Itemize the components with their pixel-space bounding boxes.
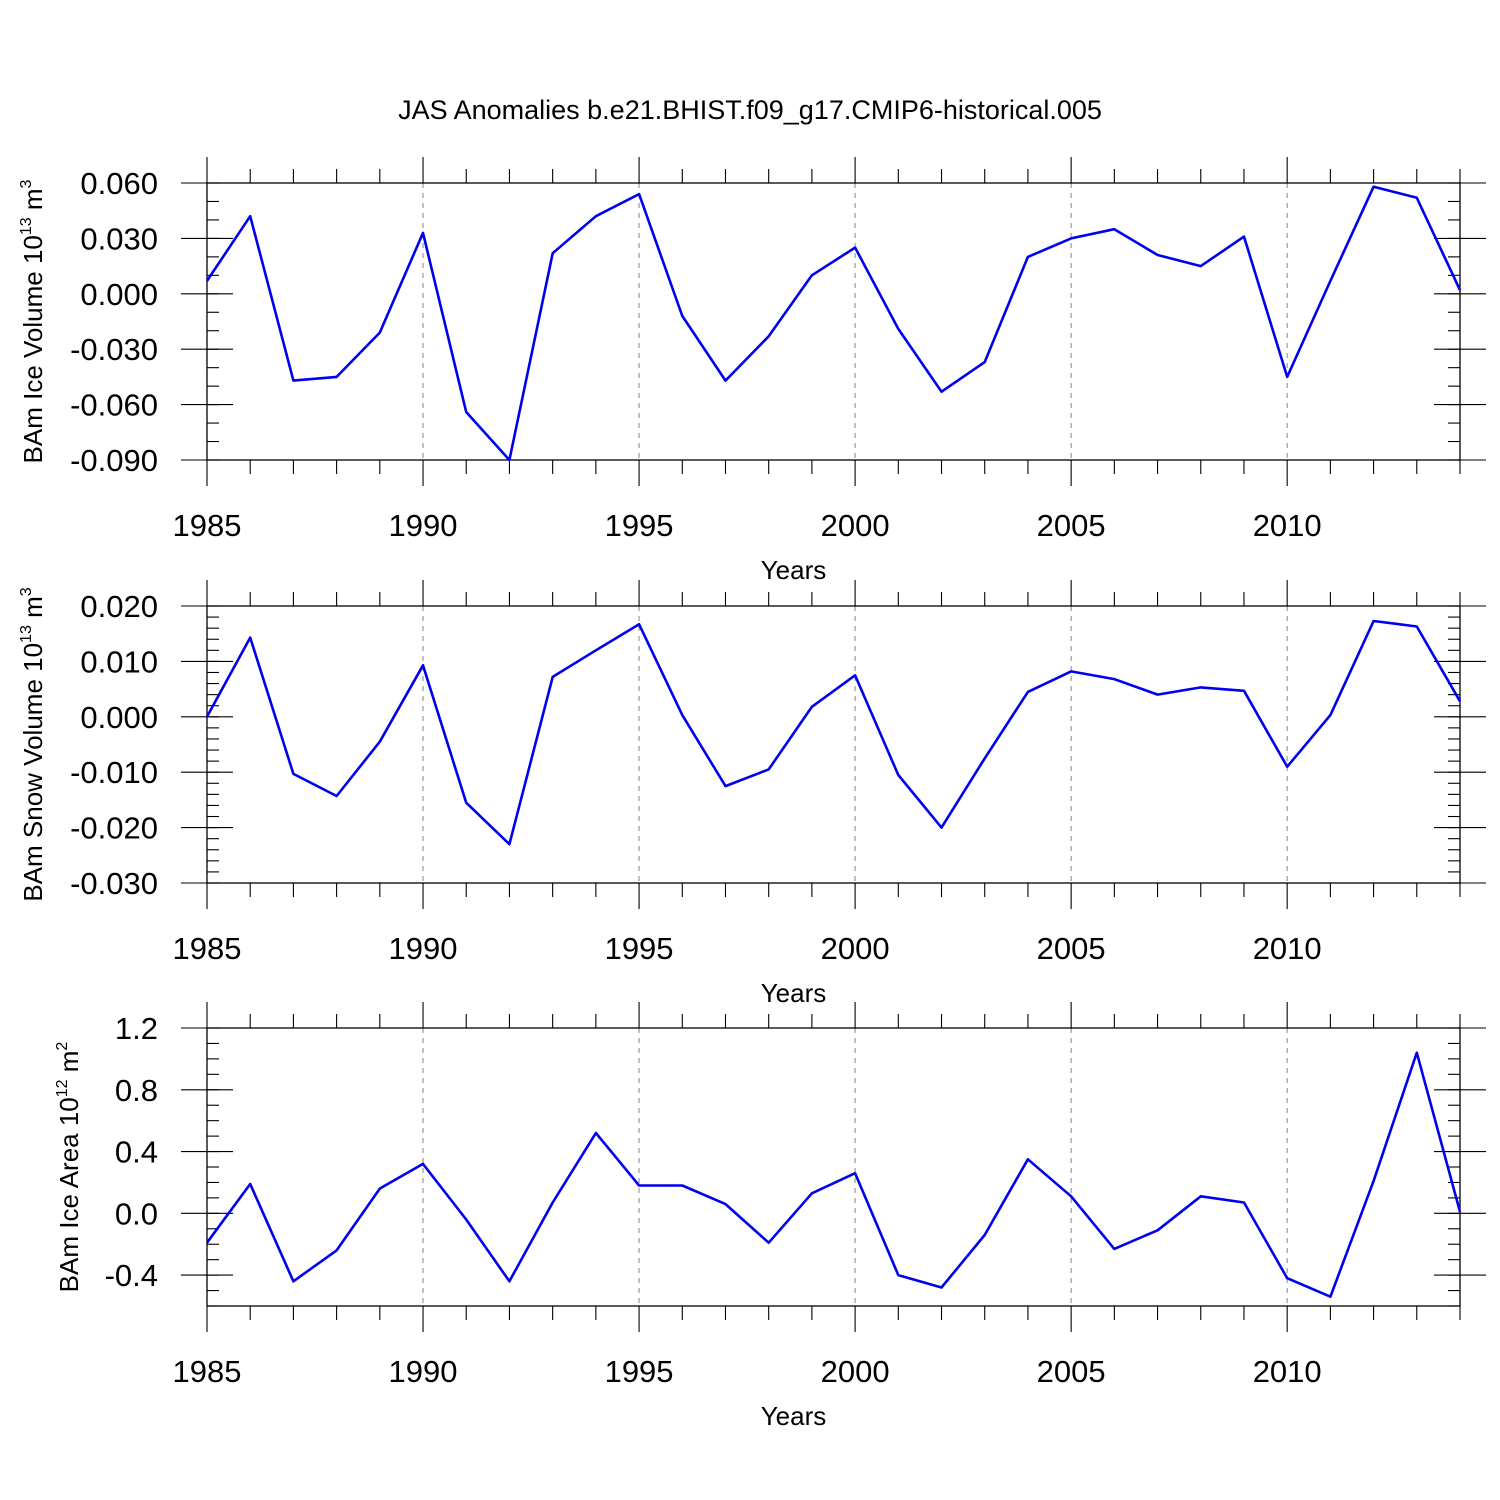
plot-frame bbox=[206, 605, 1461, 884]
y-tick-label: 0.020 bbox=[80, 589, 158, 624]
x-tick-label: 2010 bbox=[1253, 931, 1322, 966]
y-tick-label: 0.030 bbox=[80, 221, 158, 256]
x-tick-label: 1990 bbox=[389, 931, 458, 966]
y-axis-title: BAm Ice Volume 1013 m3 bbox=[18, 179, 48, 463]
panel-snow-volume: -0.030 -0.020 -0.010 0.000 0.010 0.020 1985 199… bbox=[18, 580, 1486, 1008]
x-tick-label: 2005 bbox=[1037, 1354, 1106, 1389]
x-tick-label: 1985 bbox=[173, 508, 242, 543]
x-tick-label: 2005 bbox=[1037, 508, 1106, 543]
y-tick-label: 0.010 bbox=[80, 644, 158, 679]
y-tick-label: 1.2 bbox=[115, 1011, 158, 1046]
y-tick-label: -0.030 bbox=[70, 332, 158, 367]
y-tick-label: -0.020 bbox=[70, 811, 158, 846]
x-tick-label: 2000 bbox=[821, 1354, 890, 1389]
y-tick-label: 0.000 bbox=[80, 700, 158, 735]
x-tick-label: 2010 bbox=[1253, 1354, 1322, 1389]
x-tick-label: 1985 bbox=[173, 931, 242, 966]
x-tick-label: 2005 bbox=[1037, 931, 1106, 966]
y-tick-label: 0.8 bbox=[115, 1073, 158, 1108]
y-tick-label: 0.000 bbox=[80, 277, 158, 312]
x-tick-label: 2010 bbox=[1253, 508, 1322, 543]
y-tick-label: -0.030 bbox=[70, 866, 158, 901]
panel-ice-area: -0.4 0.0 0.4 0.8 1.2 1985 1990 1995 2000 2005 2010… bbox=[54, 1002, 1486, 1431]
series-line-ice-area bbox=[205, 1051, 1462, 1298]
y-axis-title: BAm Ice Area 1012 m2 bbox=[54, 1042, 84, 1293]
x-axis-title: Years bbox=[761, 1401, 827, 1431]
series-line-ice-volume bbox=[205, 185, 1462, 462]
y-tick-label: -0.010 bbox=[70, 755, 158, 790]
x-tick-label: 1995 bbox=[605, 508, 674, 543]
x-tick-label: 1985 bbox=[173, 1354, 242, 1389]
plot-frame bbox=[206, 182, 1461, 461]
y-tick-label: -0.060 bbox=[70, 388, 158, 423]
chart-title: JAS Anomalies b.e21.BHIST.f09_g17.CMIP6-… bbox=[398, 95, 1102, 125]
series-line-snow-volume bbox=[205, 619, 1462, 846]
y-tick-label: -0.090 bbox=[70, 443, 158, 478]
x-tick-label: 1990 bbox=[389, 1354, 458, 1389]
x-tick-label: 1995 bbox=[605, 1354, 674, 1389]
y-axis-title: BAm Snow Volume 1013 m3 bbox=[18, 587, 48, 901]
panel-ice-volume: -0.090 -0.060 -0.030 0.000 0.030 0.060 1985 199… bbox=[18, 157, 1486, 585]
y-tick-label: -0.4 bbox=[105, 1258, 158, 1293]
x-axis-title: Years bbox=[761, 978, 827, 1008]
y-tick-label: 0.0 bbox=[115, 1196, 158, 1231]
plot-frame bbox=[206, 1027, 1461, 1307]
x-tick-label: 2000 bbox=[821, 931, 890, 966]
chart-panels: -0.090 -0.060 -0.030 0.000 0.030 0.060 1985 199… bbox=[18, 157, 1486, 1431]
x-tick-label: 1990 bbox=[389, 508, 458, 543]
x-tick-label: 1995 bbox=[605, 931, 674, 966]
x-axis-title: Years bbox=[761, 555, 827, 585]
y-tick-label: 0.060 bbox=[80, 166, 158, 201]
y-tick-label: 0.4 bbox=[115, 1135, 158, 1170]
x-tick-label: 2000 bbox=[821, 508, 890, 543]
